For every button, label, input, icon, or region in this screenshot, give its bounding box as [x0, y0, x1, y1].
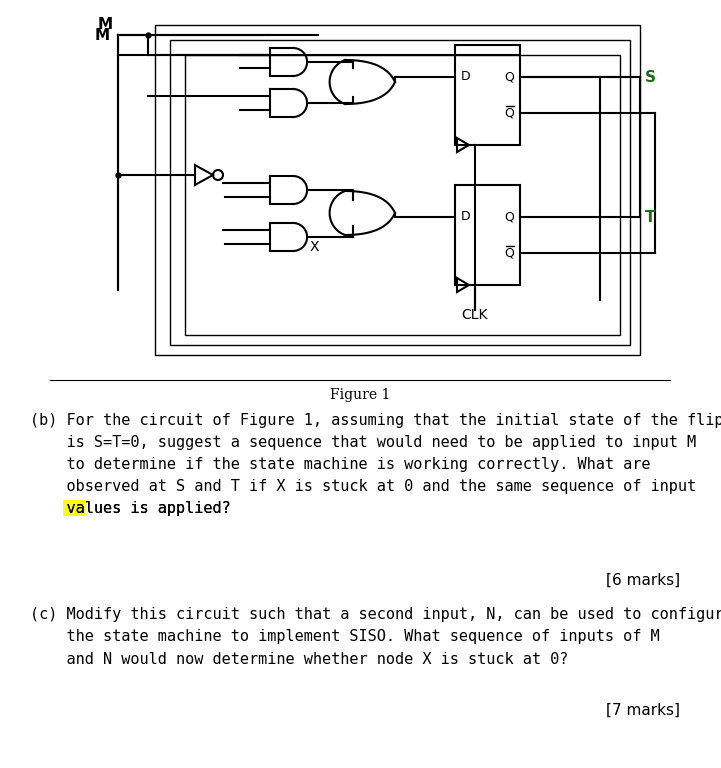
- Text: Figure 1: Figure 1: [329, 388, 390, 402]
- Text: M: M: [95, 28, 110, 42]
- Text: values is applied?: values is applied?: [30, 501, 231, 515]
- Text: X: X: [310, 240, 319, 254]
- Text: to determine if the state machine is working correctly. What are: to determine if the state machine is wor…: [30, 456, 650, 472]
- Text: Q: Q: [504, 107, 514, 120]
- Text: CLK: CLK: [461, 308, 487, 322]
- Text: D: D: [461, 210, 471, 223]
- Bar: [170, 40, 630, 345]
- Text: S: S: [645, 69, 656, 84]
- Text: D: D: [461, 71, 471, 84]
- Text: [6 marks]: [6 marks]: [606, 572, 680, 588]
- Text: observed at S and T if X is stuck at 0 and the same sequence of input: observed at S and T if X is stuck at 0 a…: [30, 478, 696, 494]
- Text: [7 marks]: [7 marks]: [606, 703, 680, 717]
- Text: Q: Q: [504, 247, 514, 260]
- Text: the state machine to implement SISO. What sequence of inputs of M: the state machine to implement SISO. Wha…: [30, 630, 660, 644]
- Bar: [455, 185, 520, 285]
- Text: is S=T=0, suggest a sequence that would need to be applied to input M: is S=T=0, suggest a sequence that would …: [30, 435, 696, 449]
- Text: Q: Q: [504, 71, 514, 84]
- Text: values is applied?: values is applied?: [30, 501, 231, 515]
- Bar: [63, 500, 85, 516]
- Text: and N would now determine whether node X is stuck at 0?: and N would now determine whether node X…: [30, 651, 568, 667]
- Text: Q: Q: [504, 210, 514, 223]
- Bar: [455, 45, 520, 145]
- Bar: [155, 25, 640, 355]
- Bar: [185, 55, 620, 335]
- Text: M: M: [98, 17, 113, 32]
- Text: (c) Modify this circuit such that a second input, N, can be used to configure: (c) Modify this circuit such that a seco…: [30, 607, 721, 623]
- Text: T: T: [645, 210, 655, 224]
- Text: (b) For the circuit of Figure 1, assuming that the initial state of the flip-flo: (b) For the circuit of Figure 1, assumin…: [30, 412, 721, 428]
